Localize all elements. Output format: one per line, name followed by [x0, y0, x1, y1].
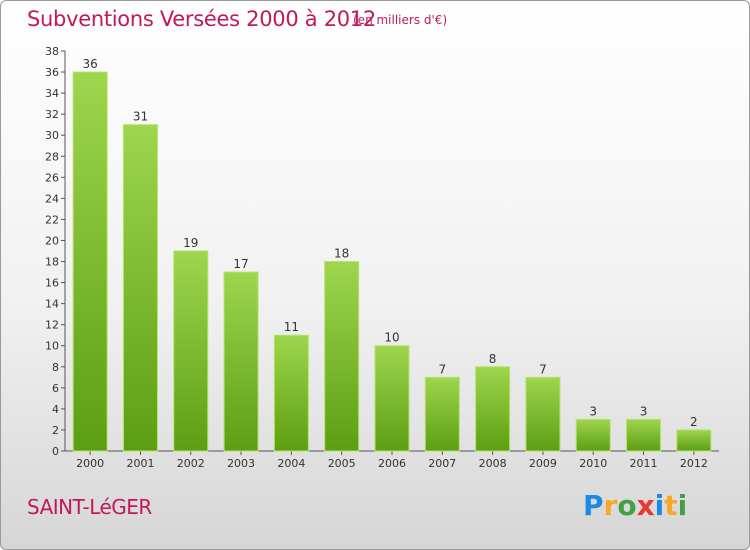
logo-letter: t	[664, 489, 678, 522]
bar-value-label: 10	[384, 331, 399, 345]
chart-title: Subventions Versées 2000 à 2012	[27, 7, 376, 31]
y-tick-label: 18	[45, 256, 59, 269]
town-name: SAINT-LéGER	[27, 495, 152, 519]
bar	[374, 345, 410, 452]
x-tick-label: 2010	[579, 457, 607, 470]
y-tick-label: 32	[45, 108, 59, 121]
logo-letter: P	[583, 489, 604, 522]
bar-value-label: 36	[83, 57, 98, 71]
y-tick-label: 8	[52, 361, 59, 374]
bar	[324, 261, 360, 452]
y-tick-label: 14	[45, 298, 59, 311]
y-tick-label: 4	[52, 403, 59, 416]
y-tick-label: 20	[45, 234, 59, 247]
bar-value-label: 3	[640, 404, 648, 418]
x-tick-label: 2003	[227, 457, 255, 470]
bar-value-label: 18	[334, 247, 349, 261]
bar	[122, 124, 158, 452]
bar-value-label: 19	[183, 236, 198, 250]
y-tick-label: 28	[45, 150, 59, 163]
bar	[676, 429, 712, 452]
logo-letter: o	[617, 489, 637, 522]
x-tick-label: 2001	[126, 457, 154, 470]
bar	[475, 366, 511, 452]
y-tick-label: 2	[52, 424, 59, 437]
x-tick-label: 2007	[428, 457, 456, 470]
bar	[173, 250, 209, 452]
bar-value-label: 31	[133, 110, 148, 124]
y-tick-label: 16	[45, 277, 59, 290]
bar	[273, 334, 309, 452]
bar-value-label: 3	[589, 404, 597, 418]
x-tick-label: 2006	[378, 457, 406, 470]
y-tick-label: 10	[45, 340, 59, 353]
bar	[72, 71, 108, 452]
y-tick-label: 36	[45, 66, 59, 79]
x-tick-label: 2000	[76, 457, 104, 470]
chart-unit-note: (en milliers d'€)	[353, 13, 448, 27]
y-tick-label: 30	[45, 129, 59, 142]
x-tick-label: 2011	[630, 457, 658, 470]
bar	[525, 376, 561, 452]
y-tick-label: 38	[45, 45, 59, 58]
x-tick-label: 2004	[277, 457, 305, 470]
bar-value-label: 7	[438, 362, 446, 376]
bar	[223, 271, 259, 452]
chart-bars: 36 31 19 17 11 18 10 7 8 7 3 3 2	[72, 57, 712, 452]
bar-value-label: 17	[233, 257, 248, 271]
bar-value-label: 7	[539, 362, 547, 376]
bar	[424, 376, 460, 452]
y-tick-label: 24	[45, 192, 59, 205]
y-tick-label: 34	[45, 87, 59, 100]
x-tick-label: 2012	[680, 457, 708, 470]
proxiti-logo: Proxiti	[583, 489, 687, 522]
bar-value-label: 8	[489, 352, 497, 366]
x-tick-label: 2002	[177, 457, 205, 470]
x-tick-label: 2009	[529, 457, 557, 470]
bar	[626, 418, 662, 452]
x-tick-label: 2008	[479, 457, 507, 470]
x-tick-label: 2005	[328, 457, 356, 470]
logo-letter: i	[677, 489, 688, 522]
y-tick-label: 12	[45, 319, 59, 332]
bar-value-label: 11	[284, 320, 299, 334]
logo-letter: r	[603, 489, 618, 522]
bar	[575, 418, 611, 452]
y-tick-label: 0	[52, 445, 59, 458]
y-tick-label: 22	[45, 213, 59, 226]
logo-letter: x	[636, 489, 655, 522]
y-tick-label: 6	[52, 382, 59, 395]
logo-letter: i	[654, 489, 665, 522]
bar-value-label: 2	[690, 415, 698, 429]
y-tick-label: 26	[45, 171, 59, 184]
